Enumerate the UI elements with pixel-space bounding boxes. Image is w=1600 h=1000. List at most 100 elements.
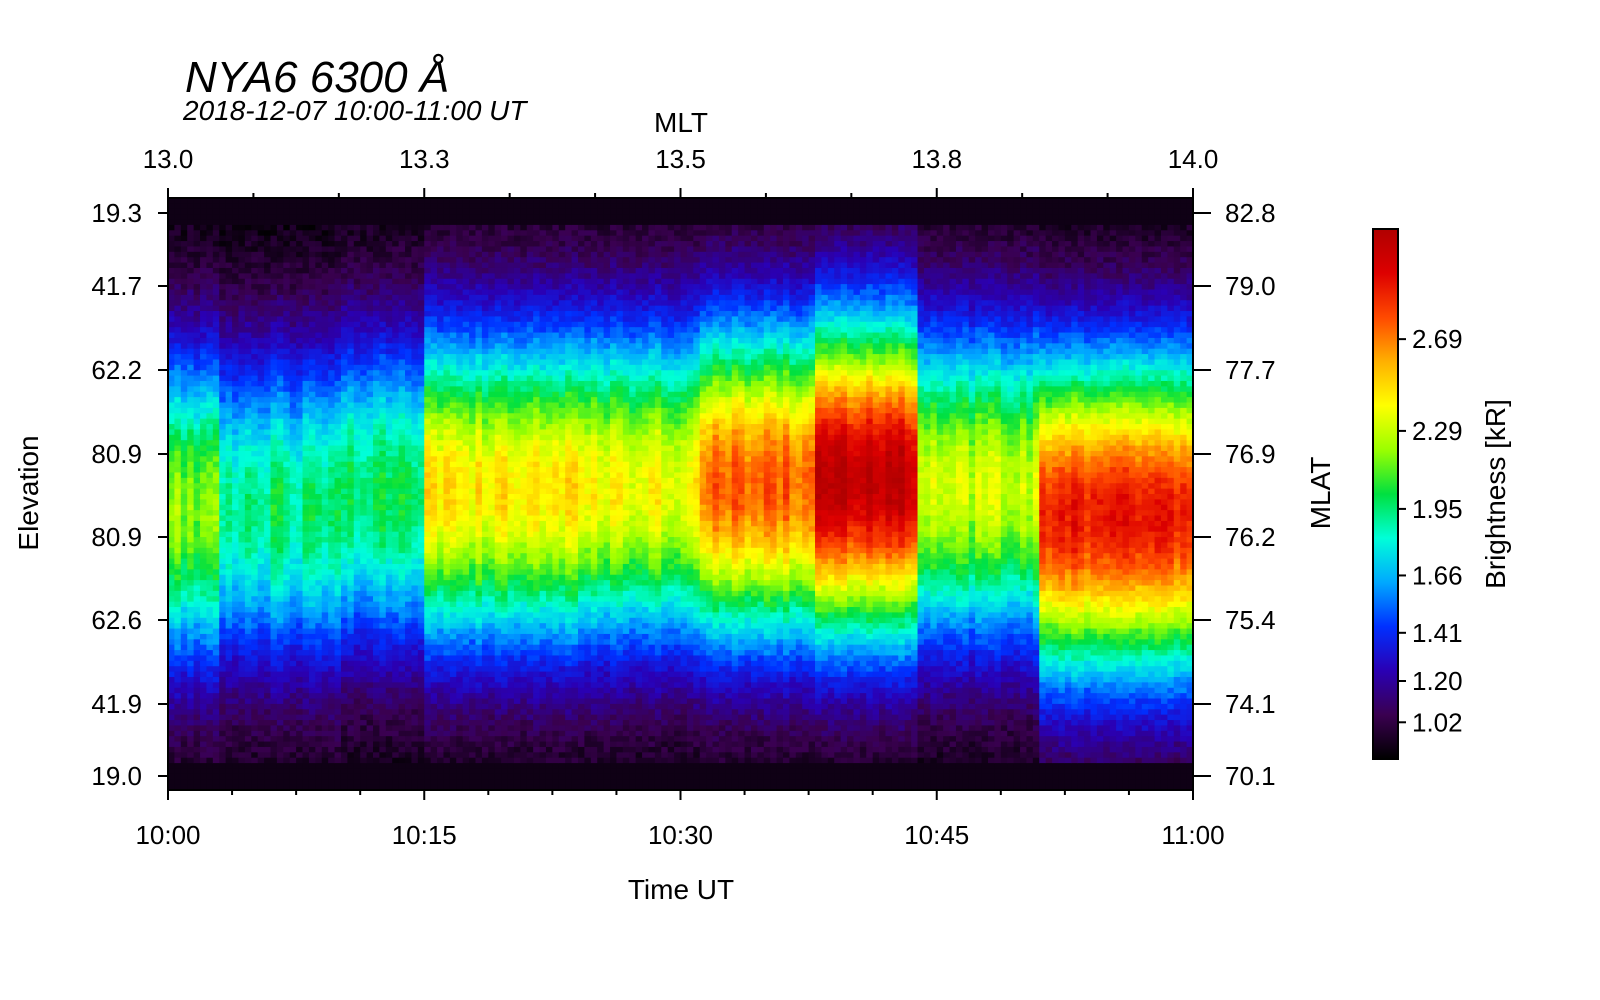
heatmap-cell [270, 542, 278, 549]
heatmap-cell [321, 483, 329, 490]
heatmap-cell [244, 644, 252, 651]
heatmap-cell [443, 720, 451, 727]
heatmap-cell [193, 779, 201, 786]
heatmap-cell [360, 413, 368, 420]
heatmap-cell [347, 472, 355, 479]
heatmap-cell [315, 294, 323, 301]
heatmap-cell [360, 574, 368, 581]
heatmap-cell [411, 585, 419, 592]
heatmap-cell [225, 429, 233, 436]
heatmap-cell [385, 300, 393, 307]
heatmap-cell [379, 784, 387, 791]
heatmap-cell [187, 337, 195, 344]
heatmap-cell [180, 515, 188, 522]
heatmap-cell [443, 537, 451, 544]
heatmap-cell [219, 752, 227, 759]
heatmap-cell [244, 709, 252, 716]
heatmap-cell [174, 477, 182, 484]
heatmap-cell [276, 768, 284, 775]
heatmap-cell [353, 644, 361, 651]
heatmap-cell [168, 682, 176, 689]
heatmap-cell [411, 720, 419, 727]
heatmap-cell [398, 472, 406, 479]
heatmap-cell [187, 768, 195, 775]
heatmap-cell [289, 273, 297, 280]
heatmap-cell [251, 434, 259, 441]
heatmap-cell [405, 515, 413, 522]
heatmap-cell [424, 623, 432, 630]
heatmap-cell [296, 515, 304, 522]
heatmap-cell [180, 569, 188, 576]
heatmap-cell [283, 612, 291, 619]
heatmap-cell [411, 219, 419, 226]
heatmap-cell [373, 515, 381, 522]
heatmap-cell [212, 676, 220, 683]
heatmap-cell [360, 515, 368, 522]
heatmap-cell [289, 569, 297, 576]
heatmap-cell [206, 305, 214, 312]
heatmap-cell [206, 483, 214, 490]
heatmap-cell [334, 628, 342, 635]
heatmap-cell [430, 623, 438, 630]
heatmap-cell [200, 612, 208, 619]
heatmap-cell [411, 510, 419, 517]
heatmap-cell [449, 752, 457, 759]
heatmap-cell [315, 386, 323, 393]
heatmap-cell [334, 553, 342, 560]
heatmap-cell [302, 224, 310, 231]
heatmap-cell [264, 752, 272, 759]
heatmap-cell [180, 671, 188, 678]
heatmap-cell [392, 445, 400, 452]
heatmap-cell [232, 553, 240, 560]
heatmap-cell [347, 273, 355, 280]
heatmap-cell [206, 746, 214, 753]
heatmap-cell [180, 434, 188, 441]
heatmap-cell [417, 660, 425, 667]
heatmap-cell [283, 623, 291, 630]
heatmap-cell [232, 294, 240, 301]
heatmap-cell [212, 698, 220, 705]
heatmap-cell [353, 547, 361, 554]
heatmap-cell [328, 590, 336, 597]
heatmap-cell [449, 644, 457, 651]
heatmap-cell [405, 278, 413, 285]
heatmap-cell [257, 214, 265, 221]
heatmap-cell [443, 671, 451, 678]
heatmap-cell [270, 520, 278, 527]
heatmap-cell [328, 321, 336, 328]
heatmap-cell [168, 278, 176, 285]
heatmap-cell [449, 526, 457, 533]
heatmap-cell [411, 569, 419, 576]
heatmap-cell [405, 537, 413, 544]
heatmap-cell [360, 375, 368, 382]
heatmap-cell [289, 666, 297, 673]
heatmap-cell [392, 585, 400, 592]
heatmap-cell [340, 203, 348, 210]
heatmap-cell [270, 725, 278, 732]
heatmap-cell [449, 687, 457, 694]
heatmap-cell [347, 434, 355, 441]
heatmap-cell [437, 208, 445, 215]
heatmap-cell [302, 289, 310, 296]
heatmap-cell [174, 779, 182, 786]
heatmap-cell [360, 208, 368, 215]
heatmap-cell [398, 321, 406, 328]
heatmap-cell [449, 397, 457, 404]
heatmap-cell [437, 294, 445, 301]
heatmap-cell [424, 246, 432, 253]
heatmap-cell [270, 467, 278, 474]
heatmap-cell [232, 784, 240, 791]
heatmap-cell [366, 348, 374, 355]
heatmap-cell [398, 499, 406, 506]
heatmap-cell [379, 741, 387, 748]
heatmap-cell [206, 633, 214, 640]
heatmap-cell [244, 429, 252, 436]
heatmap-cell [417, 461, 425, 468]
heatmap-cell [283, 784, 291, 791]
heatmap-cell [424, 321, 432, 328]
heatmap-cell [456, 246, 464, 253]
heatmap-cell [200, 198, 208, 204]
heatmap-cell [449, 703, 457, 710]
heatmap-cell [430, 294, 438, 301]
heatmap-cell [296, 763, 304, 770]
